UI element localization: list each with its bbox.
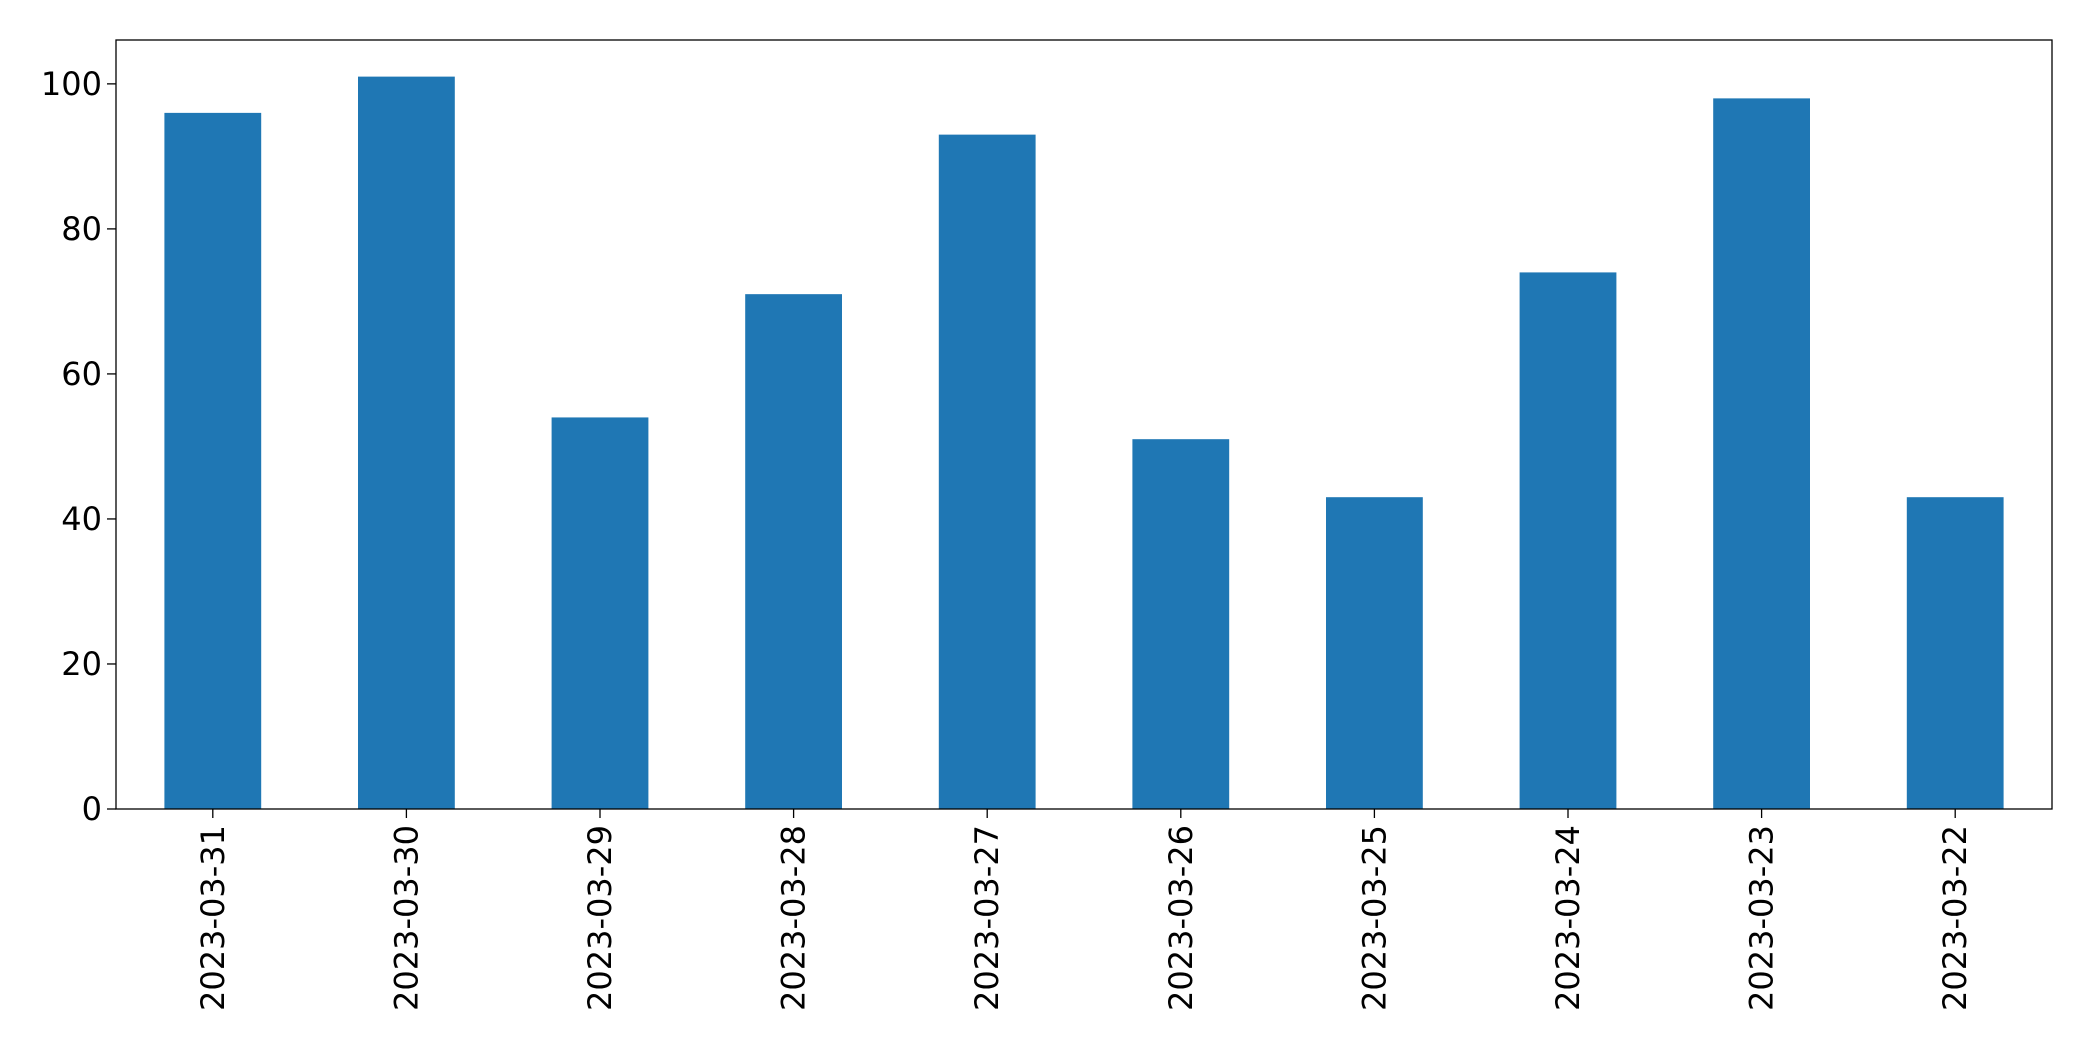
bar — [745, 294, 842, 809]
bar — [938, 134, 1036, 810]
x-tick-label: 2023-03-24 — [1549, 825, 1587, 1011]
x-tick-label: 2023-03-22 — [1936, 825, 1974, 1011]
x-tick-label: 2023-03-30 — [387, 825, 425, 1011]
y-tick-label: 0 — [82, 790, 102, 828]
y-tick-label: 100 — [41, 65, 102, 103]
bar — [1713, 98, 1810, 810]
y-tick-label: 80 — [61, 210, 102, 248]
x-tick-label: 2023-03-31 — [194, 825, 232, 1011]
bar — [1519, 272, 1617, 809]
bar — [358, 76, 455, 810]
x-tick-label: 2023-03-28 — [775, 825, 813, 1011]
bar — [1326, 497, 1423, 809]
x-tick-label: 2023-03-25 — [1355, 825, 1393, 1011]
x-tick-label: 2023-03-26 — [1162, 825, 1200, 1011]
x-tick-label: 2023-03-23 — [1743, 825, 1781, 1011]
bar — [164, 112, 262, 809]
y-tick-label: 40 — [61, 500, 102, 538]
y-tick-label: 20 — [61, 645, 102, 683]
x-tick-label: 2023-03-29 — [581, 825, 619, 1011]
bar — [1132, 439, 1230, 809]
x-tick-label: 2023-03-27 — [968, 825, 1006, 1011]
bar — [1906, 497, 2004, 809]
y-tick-label: 60 — [61, 355, 102, 393]
bar — [551, 417, 649, 809]
axes-frame — [115, 39, 2053, 810]
